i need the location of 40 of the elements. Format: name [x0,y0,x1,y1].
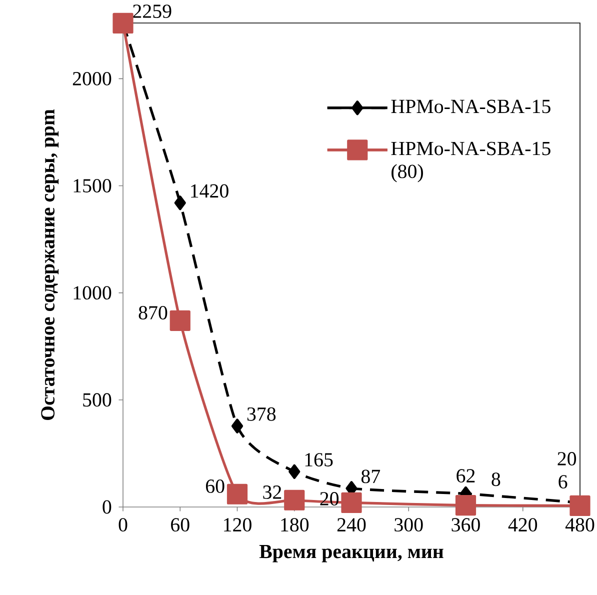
point [170,310,190,331]
point [288,464,300,479]
x-tick-label: 60 [171,518,190,532]
point [112,12,134,34]
legend-label: HPMo-NA-SBA-15 [391,100,550,114]
data-label: 8 [492,472,500,486]
data-label: 378 [247,407,276,421]
data-label: 60 [206,479,224,493]
x-tick-label: 0 [118,518,128,532]
x-tick-label: 120 [224,518,252,532]
y-tick-label: 1000 [74,286,112,300]
x-tick-label: 480 [565,518,594,532]
data-label: 20 [558,452,576,466]
data-label: 87 [361,470,380,484]
data-label: 1420 [191,184,228,198]
y-tick-label: 1500 [74,179,112,192]
point [455,494,476,516]
point [284,490,305,510]
data-label: 165 [305,453,333,466]
x-tick-label: 300 [394,518,423,532]
point [231,418,244,434]
y-axis-title: Остаточное содержание серы, ppm [41,109,59,420]
point [226,484,248,504]
data-label: 32 [263,486,282,499]
x-tick-label: 180 [281,518,309,532]
point [174,196,186,210]
y-tick-label: 2000 [72,72,112,86]
y-tick-label: 0 [102,500,112,514]
point [341,492,362,513]
point [570,495,590,516]
legend-label: HPMo-NA-SBA-15 (80) [391,142,550,182]
data-label: 6 [558,475,568,488]
x-tick-label: 360 [452,518,480,532]
x-tick-label: 420 [508,518,538,532]
data-label: 870 [138,306,168,320]
data-label: 62 [456,469,475,483]
data-label: 2259 [133,4,172,18]
x-axis-title: Время реакции, мин [259,545,444,562]
x-tick-label: 240 [337,518,366,532]
y-tick-label: 500 [83,393,112,407]
